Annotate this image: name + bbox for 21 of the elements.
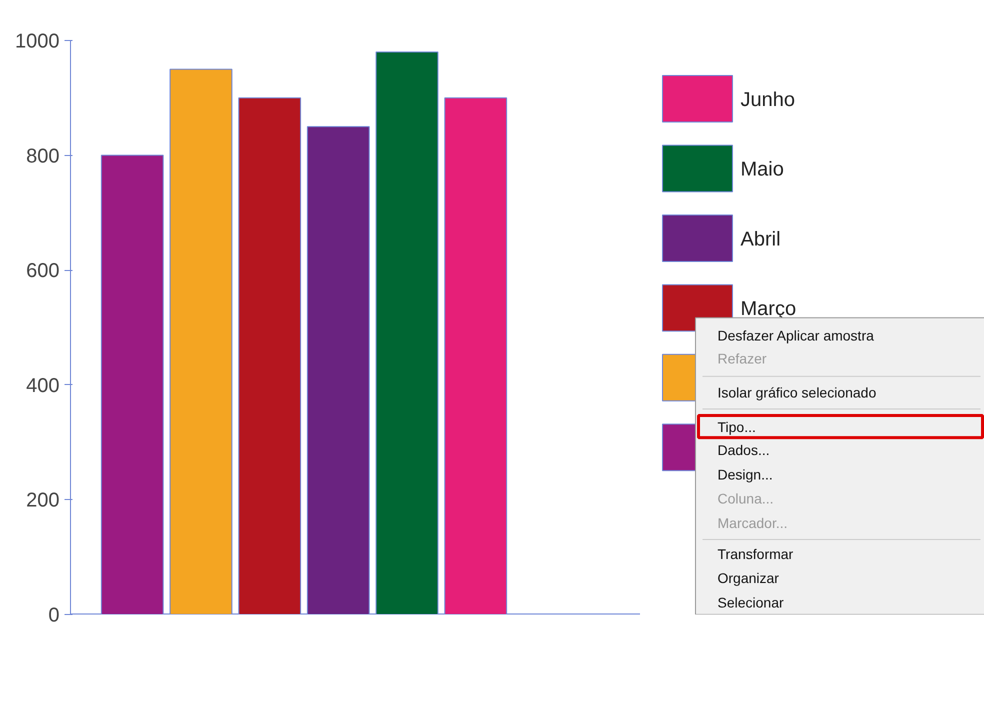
text: Isolar gráfico selecionado xyxy=(718,384,876,401)
text: Marcador... xyxy=(718,515,788,532)
legend-label: Abril xyxy=(740,228,781,250)
y-tick-label: 400 xyxy=(26,374,60,397)
text: Coluna... xyxy=(718,490,774,507)
y-tick-label: 1000 xyxy=(15,30,60,52)
text: Organizar xyxy=(718,570,780,586)
legend-label: Maio xyxy=(740,158,784,181)
text: Selecionar xyxy=(718,594,784,610)
legend-label: Junho xyxy=(740,89,795,112)
y-tick-label: 800 xyxy=(26,145,60,168)
text: Dados... xyxy=(718,442,770,458)
text: Transformar xyxy=(718,546,794,562)
y-tick-label: 0 xyxy=(48,604,60,626)
text: Design... xyxy=(718,466,773,482)
text: Refazer xyxy=(718,350,767,366)
text: Tipo... xyxy=(718,418,756,435)
text: Desfazer Aplicar amostra xyxy=(718,328,874,344)
y-tick-label: 200 xyxy=(26,490,60,512)
y-tick-label: 600 xyxy=(26,260,60,282)
legend-label: Março xyxy=(740,298,796,320)
